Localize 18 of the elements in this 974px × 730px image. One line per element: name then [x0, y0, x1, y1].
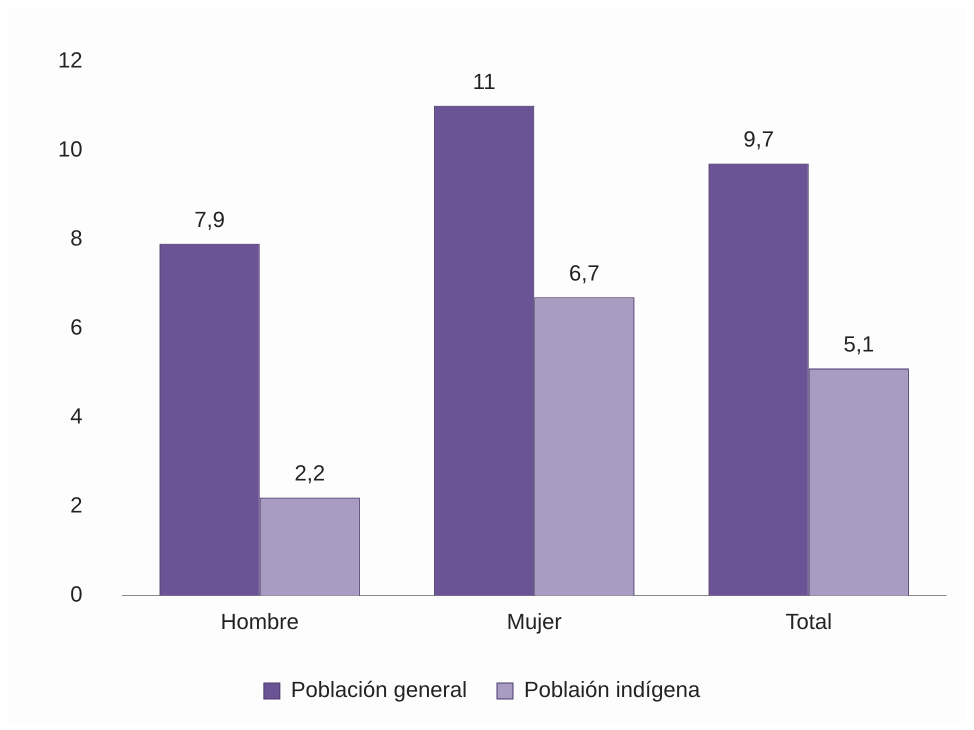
y-tick-label: 4 [70, 404, 82, 429]
y-tick-label: 0 [70, 582, 82, 607]
data-label: 2,2 [294, 460, 326, 486]
y-tick-label: 10 [58, 136, 82, 162]
legend-label: Poblaión indígena [524, 677, 701, 702]
data-label: 11 [472, 68, 496, 94]
x-tick-label: Mujer [506, 608, 562, 634]
data-label: 6,7 [569, 260, 600, 286]
y-tick-label: 6 [70, 314, 82, 340]
y-tick-label: 12 [58, 47, 82, 72]
data-label: 5,1 [844, 332, 874, 357]
legend-label: Población general [290, 677, 467, 702]
data-label: 7,9 [194, 206, 225, 232]
x-tick-label: Hombre [220, 608, 299, 634]
y-tick-label: 8 [70, 225, 82, 250]
y-tick-label: 2 [70, 492, 82, 518]
x-tick-label: Total [786, 608, 832, 634]
data-label: 9,7 [743, 126, 774, 152]
